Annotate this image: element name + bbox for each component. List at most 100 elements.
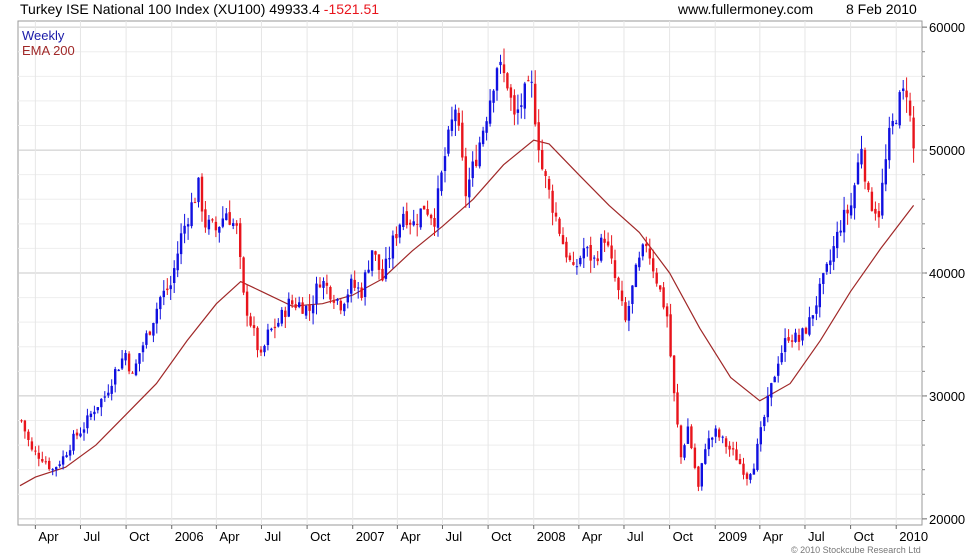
candle-up xyxy=(447,129,450,154)
candle-up xyxy=(822,273,825,284)
candle-up xyxy=(450,119,454,131)
candle-down xyxy=(648,248,651,259)
candle-down xyxy=(433,218,436,227)
candle-down xyxy=(20,420,23,422)
candle-down xyxy=(908,100,912,116)
candle-down xyxy=(877,211,881,218)
candle-up xyxy=(860,148,863,165)
candle-up xyxy=(499,61,502,66)
candle-up xyxy=(89,413,93,417)
candle-down xyxy=(863,149,867,182)
candle-down xyxy=(870,191,874,211)
candle-up xyxy=(780,353,783,363)
candle-up xyxy=(881,182,884,216)
candle-up xyxy=(783,338,787,352)
candle-down xyxy=(624,302,627,321)
candle-up xyxy=(336,299,339,301)
candle-up xyxy=(367,269,370,273)
candle-down xyxy=(676,392,679,425)
candle-up xyxy=(357,287,360,289)
candle-down xyxy=(301,302,304,314)
candle-down xyxy=(731,448,735,450)
candle-down xyxy=(506,73,509,89)
candle-down xyxy=(259,349,263,353)
candle-up xyxy=(686,426,690,444)
candle-up xyxy=(398,224,401,238)
candle-up xyxy=(773,376,776,383)
candle-up xyxy=(155,308,158,324)
ema-200-polyline xyxy=(19,139,915,487)
candle-up xyxy=(711,437,714,440)
candle-up xyxy=(263,345,266,353)
candle-down xyxy=(742,463,745,475)
candle-down xyxy=(252,325,256,329)
price-change: -1521.51 xyxy=(323,1,380,17)
candle-up xyxy=(638,257,641,268)
candle-down xyxy=(353,279,356,288)
candle-down xyxy=(513,95,516,115)
candle-down xyxy=(228,212,231,225)
candle-down xyxy=(405,211,408,226)
candle-down xyxy=(738,459,742,464)
candle-down xyxy=(332,300,336,303)
candle-up xyxy=(575,266,579,268)
candle-down xyxy=(127,353,131,372)
candle-down xyxy=(541,150,544,170)
candle-up xyxy=(176,253,179,271)
candle-down xyxy=(669,314,672,357)
candle-down xyxy=(728,445,731,450)
x-tick-label: Oct xyxy=(673,529,694,544)
candle-up xyxy=(777,363,780,376)
candle-up xyxy=(891,121,894,127)
candle-up xyxy=(436,188,440,228)
candle-down xyxy=(679,425,683,458)
candle-down xyxy=(617,277,620,291)
candle-up xyxy=(849,205,853,216)
candle-down xyxy=(148,331,152,335)
candle-down xyxy=(547,179,551,190)
candle-up xyxy=(72,433,75,451)
candle-up xyxy=(287,298,290,317)
candle-up xyxy=(884,159,887,185)
y-tick-label: 30000 xyxy=(929,389,965,404)
candle-down xyxy=(697,466,700,487)
y-tick-label: 20000 xyxy=(929,512,965,527)
candle-down xyxy=(30,441,34,450)
candle-down xyxy=(655,272,658,284)
candle-up xyxy=(58,464,61,466)
candle-up xyxy=(468,179,471,198)
candle-up xyxy=(516,109,520,113)
y-tick-label: 60000 xyxy=(929,20,965,35)
x-axis: Apr Jul Oct 2006 Apr Jul Oct 2007 Apr Jul Oct 2008 A… xyxy=(34,525,928,544)
candle-down xyxy=(509,87,513,98)
candle-down xyxy=(665,306,669,317)
candle-up xyxy=(520,105,523,107)
candle-up xyxy=(770,383,773,398)
candle-down xyxy=(48,460,51,470)
candle-down xyxy=(596,258,599,262)
candle-up xyxy=(902,88,905,91)
candle-up xyxy=(808,317,811,335)
candle-up xyxy=(752,468,756,475)
y-tick-label: 50000 xyxy=(929,143,965,158)
chart-title: Turkey ISE National 100 Index (XU100) 49… xyxy=(20,1,379,17)
candle-down xyxy=(409,222,412,225)
candle-down xyxy=(200,176,204,212)
candle-up xyxy=(141,345,145,353)
candle-up xyxy=(114,369,117,385)
candle-up xyxy=(51,469,54,471)
x-tick-label: Jul xyxy=(445,529,462,544)
candle-up xyxy=(832,246,835,262)
candle-down xyxy=(204,209,207,228)
grid xyxy=(18,21,922,525)
candle-down xyxy=(457,112,460,126)
candle-up xyxy=(794,332,797,342)
x-tick-label: Apr xyxy=(582,529,603,544)
candle-up xyxy=(888,127,891,161)
candle-down xyxy=(461,122,464,158)
candle-down xyxy=(211,219,214,221)
x-tick-label: Oct xyxy=(854,529,875,544)
x-tick-label: Oct xyxy=(310,529,331,544)
x-tick-label: Apr xyxy=(400,529,421,544)
candle-down xyxy=(797,334,801,342)
